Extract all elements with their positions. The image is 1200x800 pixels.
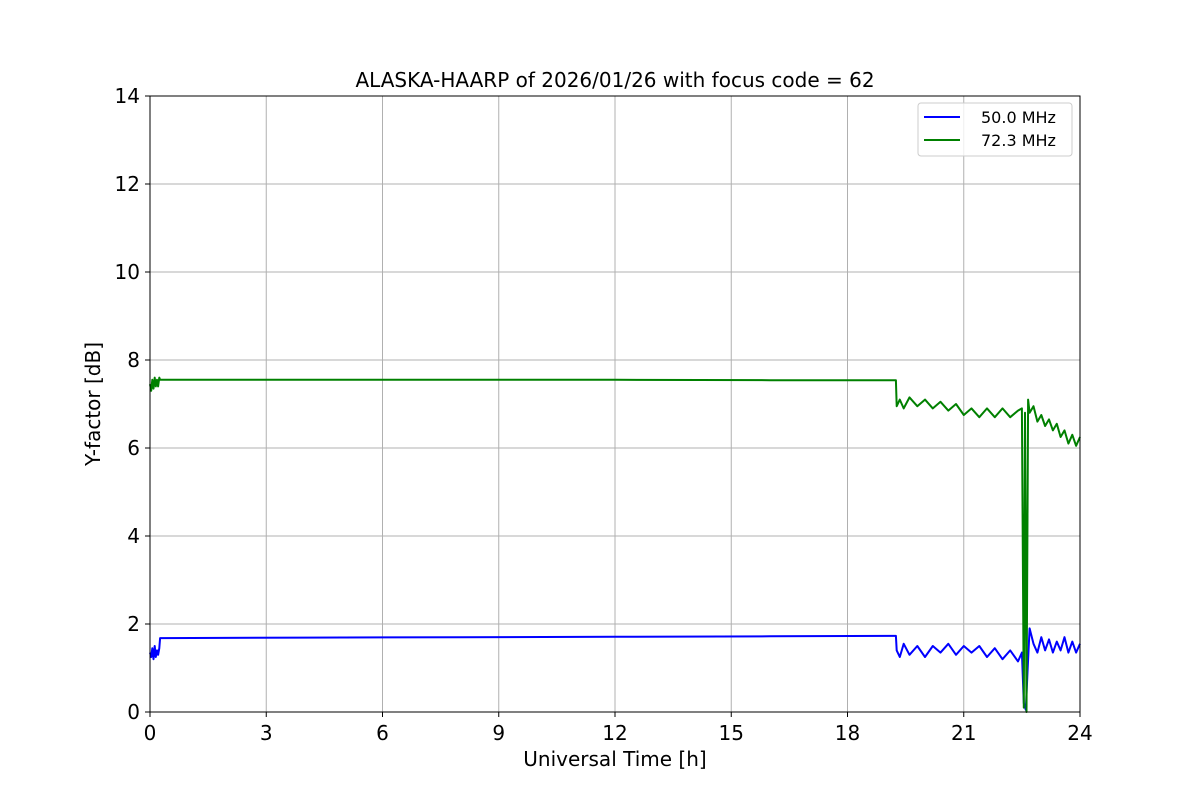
x-tick-label: 15 [719,721,744,745]
x-tick-label: 24 [1067,721,1092,745]
legend: 50.0 MHz 72.3 MHz [917,102,1073,157]
series-line-50-0-mhz [149,627,1081,711]
legend-label-72mhz: 72.3 MHz [981,131,1056,150]
y-tick-label: 6 [127,436,140,460]
y-tick-label: 14 [115,84,140,108]
y-tick-label: 4 [127,524,140,548]
y-tick-label: 12 [115,172,140,196]
x-tick-label: 12 [602,721,627,745]
x-tick-label: 9 [492,721,505,745]
x-tick-label: 6 [376,721,389,745]
x-tick-label: 21 [951,721,976,745]
y-tick-label: 8 [127,348,140,372]
series-layer [149,376,1081,713]
legend-label-50mhz: 50.0 MHz [981,108,1056,127]
x-tick-label: 3 [260,721,273,745]
y-tick-label: 10 [115,260,140,284]
y-tick-label: 2 [127,612,140,636]
series-line-72-3-mhz [149,376,1081,713]
x-tick-label: 18 [835,721,860,745]
y-tick-label: 0 [127,700,140,724]
chart-title: ALASKA-HAARP of 2026/01/26 with focus co… [355,68,874,92]
y-axis-title: Y-factor [dB] [81,342,105,467]
x-tick-label: 0 [144,721,157,745]
x-axis-title: Universal Time [h] [523,747,706,771]
